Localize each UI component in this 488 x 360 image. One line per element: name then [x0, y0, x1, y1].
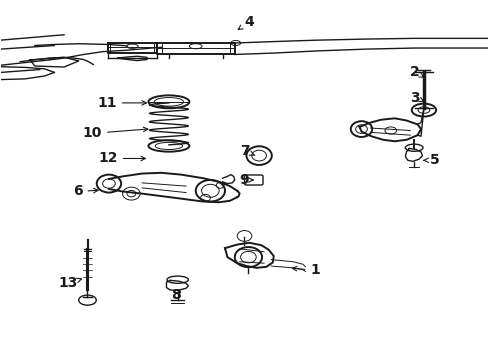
- Text: 3: 3: [409, 90, 423, 104]
- Text: 10: 10: [82, 126, 147, 140]
- Text: 4: 4: [238, 15, 254, 30]
- Text: 9: 9: [239, 173, 252, 187]
- Text: 11: 11: [97, 96, 146, 110]
- Text: 5: 5: [423, 153, 439, 167]
- Text: 8: 8: [171, 288, 181, 302]
- Text: 6: 6: [73, 184, 98, 198]
- Text: 13: 13: [58, 276, 81, 290]
- Text: 12: 12: [98, 152, 145, 166]
- Text: 1: 1: [292, 264, 320, 277]
- Text: 2: 2: [409, 66, 423, 80]
- Text: 7: 7: [239, 144, 254, 158]
